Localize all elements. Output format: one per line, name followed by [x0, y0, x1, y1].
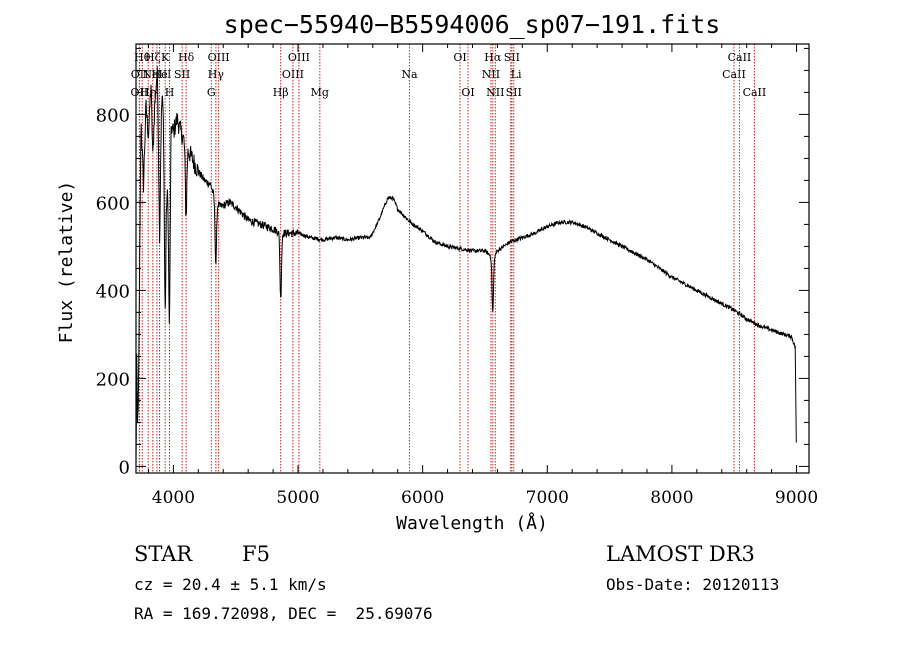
line-marker-label: NII	[486, 86, 504, 99]
line-marker-label: Hζ	[145, 51, 161, 64]
line-marker-label: Hγ	[208, 68, 225, 81]
spectrum-series	[135, 66, 797, 464]
line-marker-label: OI	[453, 51, 466, 64]
obs-date: Obs-Date: 20120113	[606, 575, 779, 594]
object-subclass: F5	[242, 542, 270, 566]
line-marker-label: G	[207, 86, 216, 99]
x-axis: 4000 5000 6000 7000 8000 9000	[147, 44, 818, 508]
x-tick-label: 8000	[650, 488, 693, 508]
x-tick-label: 7000	[526, 488, 569, 508]
redshift-text: cz = 20.4 ± 5.1 km/s	[134, 575, 327, 594]
line-marker-label: He	[152, 68, 168, 81]
line-marker-label: OI	[461, 86, 474, 99]
y-tick-label: 0	[119, 457, 130, 478]
line-marker-label: Hα	[484, 51, 502, 64]
y-axis: 0 200 400 600 800	[96, 47, 809, 478]
y-axis-label: Flux (relative)	[56, 181, 77, 344]
line-marker-label: CaII	[722, 68, 746, 81]
line-marker-label: OIII	[208, 51, 230, 64]
line-marker-label: Na	[401, 68, 418, 81]
line-marker-label: SII	[174, 68, 190, 81]
line-marker-label: K	[161, 51, 170, 64]
line-marker-label: Hβ	[273, 86, 289, 99]
line-marker-label: SII	[506, 86, 522, 99]
y-tick-label: 600	[96, 193, 130, 214]
line-marker-label: CaII	[728, 51, 752, 64]
x-tick-label: 4000	[152, 488, 195, 508]
x-tick-label: 5000	[276, 488, 319, 508]
line-marker-label: Hθ	[134, 51, 151, 64]
line-marker-label: Mg	[311, 86, 329, 99]
line-marker-label: Hδ	[178, 51, 195, 64]
plot-frame	[135, 43, 810, 474]
survey-name: LAMOST DR3	[606, 542, 755, 566]
coordinates: RA = 169.72098, DEC = 25.69076	[134, 604, 433, 623]
line-markers: OIIOIIHθHηHζNeIIIHeKHSIIHδGHγOIIIHβOIIIO…	[131, 44, 767, 473]
chart-title: spec−55940−B5594006_sp07−191.fits	[224, 10, 721, 39]
line-marker-label: Hη	[140, 86, 156, 99]
line-marker-label: H	[165, 86, 175, 99]
line-marker-label: OII	[131, 68, 149, 81]
line-marker-label: SII	[504, 51, 520, 64]
line-marker-label: OIII	[288, 51, 310, 64]
x-axis-label: Wavelength (Å)	[396, 512, 548, 534]
line-marker-label: NII	[482, 68, 500, 81]
x-tick-label: 6000	[401, 488, 444, 508]
y-tick-label: 800	[96, 105, 130, 126]
spectrum-line	[135, 66, 797, 464]
line-marker-label: CaII	[743, 86, 767, 99]
y-tick-label: 200	[96, 369, 130, 390]
x-tick-label: 9000	[775, 488, 818, 508]
object-class: STAR	[134, 542, 193, 566]
y-tick-label: 400	[96, 281, 130, 302]
line-marker-label: Li	[511, 68, 522, 81]
line-marker-label: OIII	[282, 68, 304, 81]
